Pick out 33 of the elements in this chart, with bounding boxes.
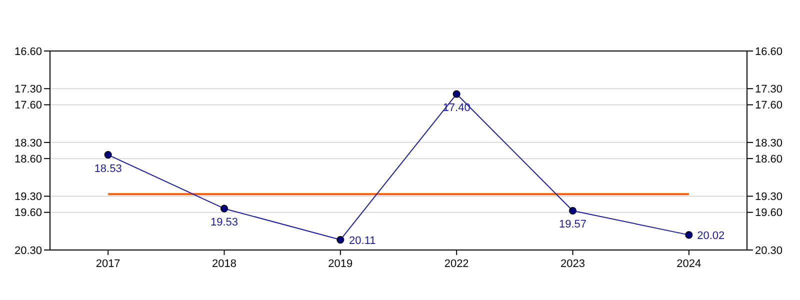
x-tick-label: 2023	[560, 258, 585, 270]
data-label: 20.02	[697, 230, 725, 242]
point	[104, 151, 112, 159]
y-tick-label: 17.60	[14, 100, 42, 112]
y2-tick-label: 16.60	[755, 46, 783, 58]
y-tick-label: 18.30	[14, 137, 42, 150]
y2-tick-label: 17.60	[755, 100, 783, 112]
point	[336, 236, 344, 244]
x-tick-label: 2017	[96, 258, 120, 270]
point	[452, 90, 460, 98]
y2-tick-label: 17.30	[755, 84, 783, 96]
x-tick-label: 2019	[328, 258, 353, 270]
point	[220, 204, 228, 212]
y2-tick-label: 20.30	[755, 244, 783, 257]
y-tick-label: 19.60	[14, 207, 42, 220]
y-tick-label: 18.60	[14, 153, 42, 166]
x-tick-label: 2018	[212, 258, 236, 270]
data-label: 20.11	[349, 234, 376, 247]
x-tick-label: 2022	[444, 258, 469, 270]
data-label: 18.53	[94, 162, 122, 175]
point	[685, 231, 693, 239]
y-tick-label: 17.30	[14, 84, 42, 96]
point	[568, 206, 577, 215]
y-tick-label: 19.30	[14, 191, 42, 204]
data-label: 19.57	[558, 218, 587, 231]
x-tick-label: 2024	[676, 258, 702, 270]
y2-tick-label: 19.60	[755, 207, 783, 220]
y-tick-label: 20.30	[14, 244, 42, 257]
y2-tick-label: 18.30	[755, 137, 783, 150]
y2-tick-label: 18.60	[755, 153, 783, 166]
y-tick-label: 16.60	[14, 46, 42, 58]
data-label: 19.53	[210, 216, 238, 229]
y2-tick-label: 19.30	[755, 191, 783, 204]
